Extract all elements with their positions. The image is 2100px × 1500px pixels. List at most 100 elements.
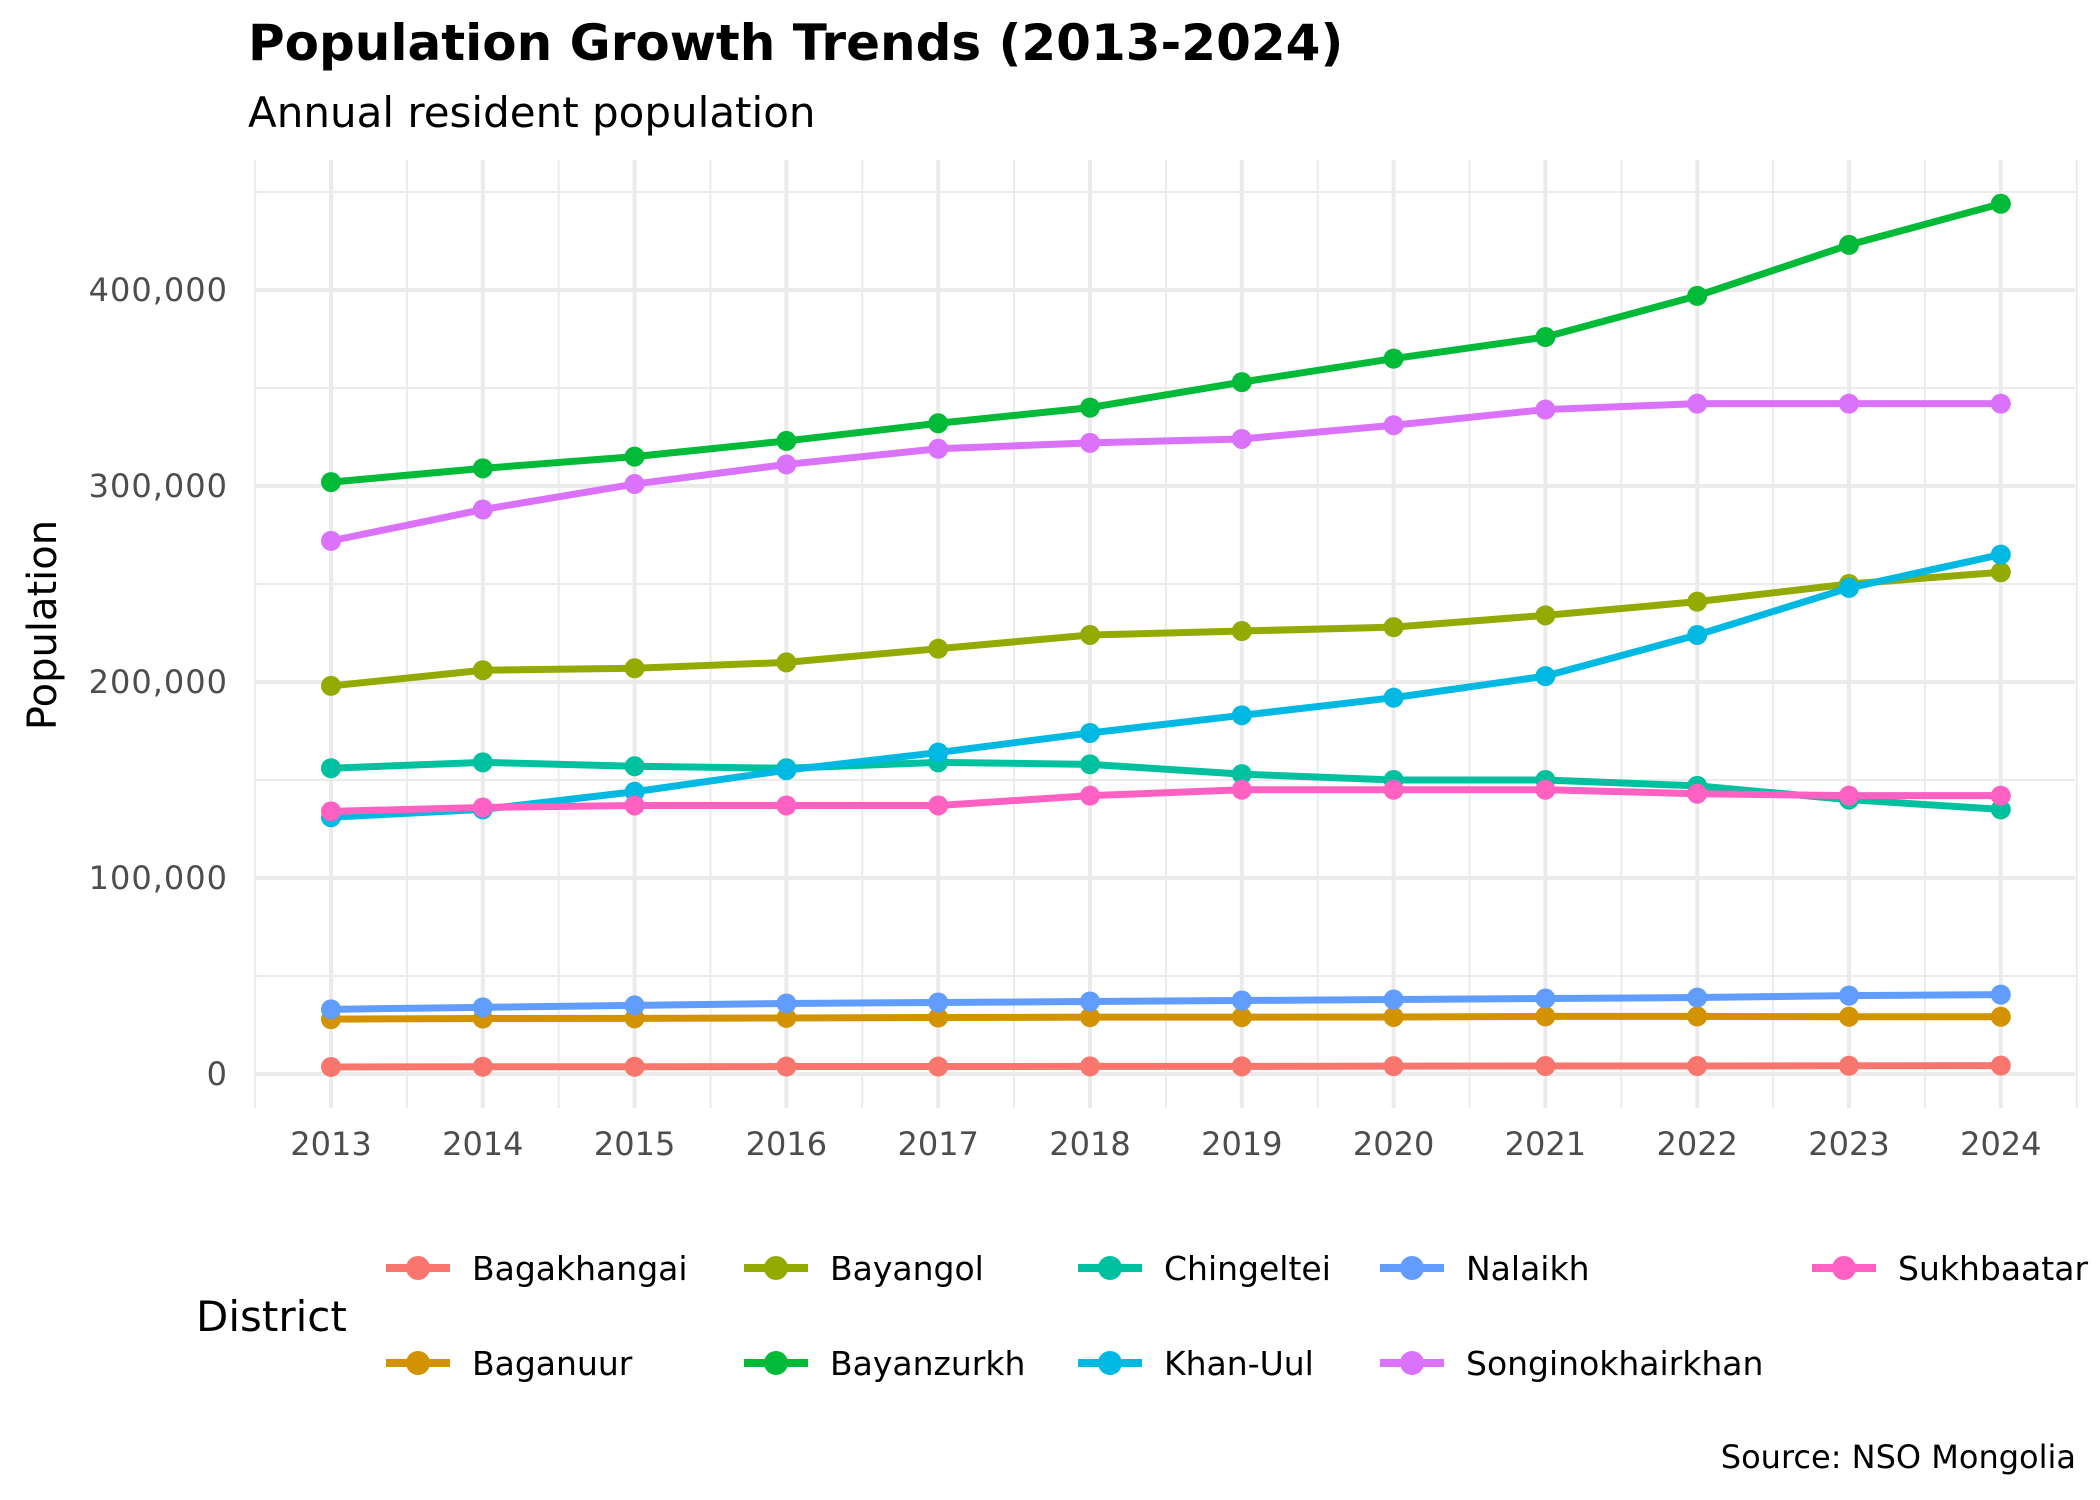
data-point [624, 474, 645, 495]
chart-title: Population Growth Trends (2013-2024) [248, 14, 1344, 72]
legend-item: Bayanzurkh [744, 1338, 1025, 1388]
data-point [1990, 1006, 2011, 1027]
data-point [928, 742, 949, 763]
data-point [472, 797, 493, 818]
data-point [624, 1056, 645, 1077]
data-point [321, 675, 341, 696]
legend-label: Bayangol [830, 1248, 984, 1288]
series-nalaikh [321, 984, 2011, 1020]
data-point [472, 458, 493, 479]
data-point [1080, 754, 1100, 775]
data-point [1535, 327, 1556, 348]
y-tick-label: 300,000 [89, 467, 228, 505]
data-point [1231, 1056, 1252, 1077]
legend-label: Nalaikh [1466, 1248, 1590, 1288]
data-point [1990, 1055, 2011, 1076]
legend-key-icon [1078, 1338, 1142, 1388]
data-point [1687, 624, 1708, 645]
data-point [321, 801, 341, 822]
data-point [1535, 605, 1556, 626]
x-tick-label: 2014 [442, 1125, 523, 1163]
data-point [472, 1056, 493, 1077]
series-group [321, 193, 2011, 1077]
legend-item: Bayangol [744, 1243, 984, 1293]
legend-label: Khan-Uul [1164, 1343, 1314, 1383]
x-tick-label: 2023 [1808, 1125, 1889, 1163]
series-line [330, 551, 2002, 821]
data-point [1839, 577, 1859, 598]
data-point [1080, 397, 1100, 418]
series-bayanzurkh [321, 193, 2011, 493]
data-point [1535, 666, 1556, 687]
series-sukhbaatar [321, 779, 2011, 822]
data-point [928, 638, 949, 659]
data-point [1839, 785, 1859, 806]
data-point [1990, 799, 2011, 820]
y-axis-ticks: 0 100,000 200,000 300,000 400,000 [89, 271, 228, 1093]
data-point [1990, 193, 2011, 214]
data-point [1231, 705, 1252, 726]
data-point [928, 438, 949, 459]
data-point [1687, 1006, 1708, 1027]
data-point [1231, 372, 1252, 393]
data-point [1383, 779, 1404, 800]
data-point [1687, 1055, 1708, 1076]
grid-lines [254, 160, 2078, 1108]
data-point [928, 795, 949, 816]
data-point [776, 993, 797, 1014]
legend-key-icon [1078, 1243, 1142, 1293]
data-point [928, 992, 949, 1013]
x-tick-label: 2022 [1656, 1125, 1737, 1163]
data-point [928, 1007, 949, 1028]
data-point [776, 760, 797, 781]
data-point [472, 997, 493, 1018]
data-point [472, 660, 493, 681]
y-tick-label: 0 [207, 1055, 228, 1093]
x-tick-label: 2020 [1353, 1125, 1434, 1163]
legend-item: Nalaikh [1380, 1243, 1590, 1293]
legend-key-icon [386, 1338, 450, 1388]
x-tick-label: 2021 [1505, 1125, 1586, 1163]
legend-label: Sukhbaatar [1898, 1248, 2089, 1288]
y-axis-label: Population [20, 520, 66, 730]
data-point [1231, 621, 1252, 642]
data-point [1383, 348, 1404, 369]
x-tick-label: 2013 [290, 1125, 371, 1163]
legend-item: Sukhbaatar [1812, 1243, 2088, 1293]
data-point [624, 995, 645, 1016]
data-point [472, 499, 493, 520]
data-point [1839, 1055, 1859, 1076]
series-line [330, 400, 2001, 545]
x-tick-label: 2024 [1960, 1125, 2041, 1163]
x-tick-label: 2017 [897, 1125, 978, 1163]
legend-key-icon [744, 1338, 808, 1388]
legend-key-icon [744, 1243, 808, 1293]
data-point [1080, 432, 1100, 453]
data-point [624, 658, 645, 679]
legend-item: Bagakhangai [386, 1243, 688, 1293]
data-point [624, 446, 645, 467]
x-tick-label: 2016 [746, 1125, 827, 1163]
chart-caption: Source: NSO Mongolia [1720, 1438, 2076, 1476]
data-point [1080, 1056, 1100, 1077]
series-bagakhangai [321, 1055, 2011, 1077]
data-point [776, 795, 797, 816]
data-point [928, 413, 949, 434]
series-line [330, 200, 2002, 486]
data-point [1231, 990, 1252, 1011]
x-tick-label: 2019 [1201, 1125, 1282, 1163]
data-point [776, 454, 797, 475]
data-point [1687, 285, 1708, 306]
legend-key-icon [1380, 1243, 1444, 1293]
legend-key-icon [386, 1243, 450, 1293]
data-point [321, 472, 341, 493]
legend-key-icon [1812, 1243, 1876, 1293]
data-point [1231, 779, 1252, 800]
data-point [1535, 1055, 1556, 1076]
series-line [330, 758, 2002, 813]
data-point [1839, 234, 1859, 255]
data-point [1687, 591, 1708, 612]
legend-item: Khan-Uul [1078, 1338, 1314, 1388]
data-point [1383, 1056, 1404, 1077]
data-point [1383, 989, 1404, 1010]
